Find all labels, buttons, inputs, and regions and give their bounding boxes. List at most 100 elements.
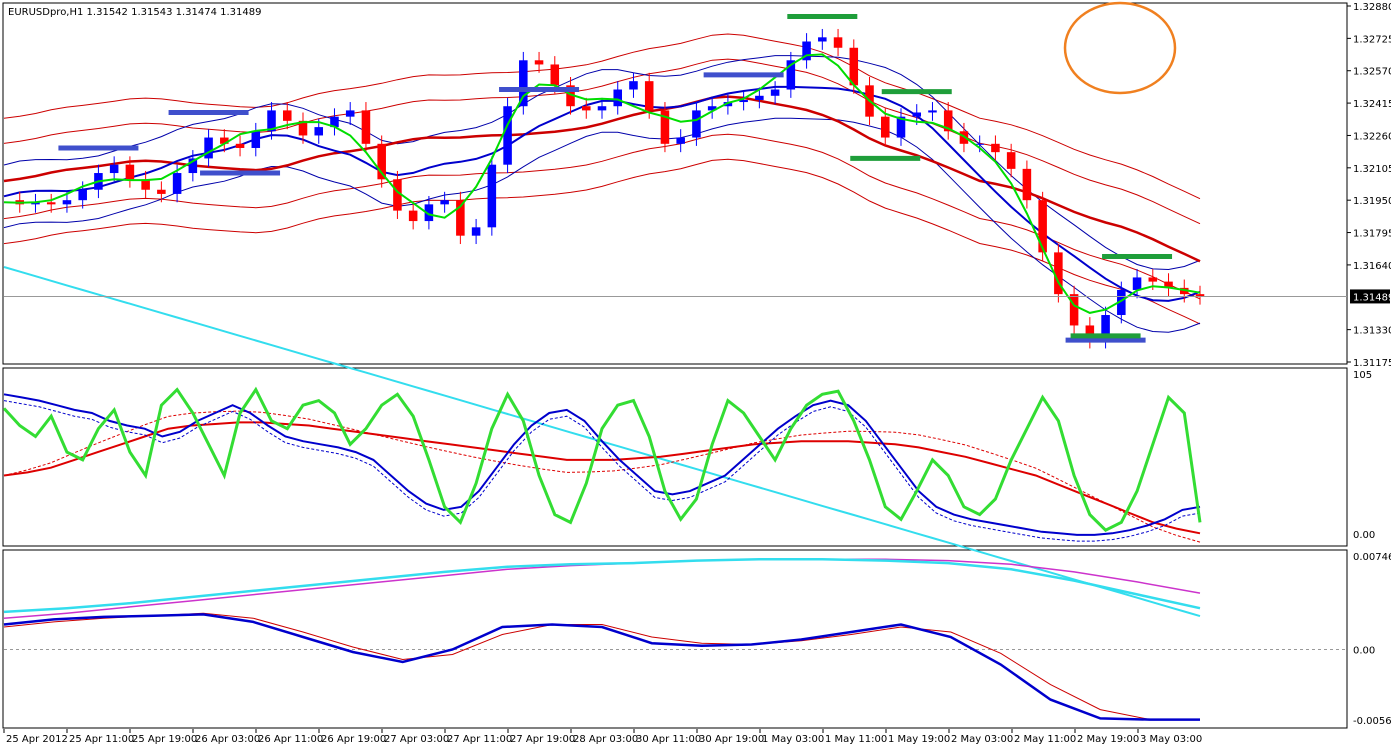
- candle-body: [1164, 281, 1173, 288]
- current-price-box: [1350, 289, 1390, 304]
- x-tick-label: 27 Apr 03:00: [384, 734, 449, 745]
- candle-body: [393, 179, 402, 211]
- current-price-label: 1.31489: [1353, 292, 1391, 303]
- candle-body: [786, 60, 796, 90]
- candle-body: [157, 189, 166, 194]
- candle-body: [62, 200, 72, 205]
- candle-body: [408, 210, 418, 222]
- envelope-line: [3, 58, 1201, 225]
- candle-body: [770, 89, 780, 96]
- highlight-circle: [1063, 1, 1177, 95]
- candle-body: [125, 164, 135, 180]
- x-tick-label: 25 Apr 19:00: [132, 734, 197, 745]
- candle-body: [739, 99, 748, 103]
- candle-body: [1179, 287, 1189, 295]
- candle-body: [46, 202, 56, 205]
- candle-body: [141, 179, 150, 190]
- candle-body: [282, 110, 292, 121]
- stoch-red-signal: [3, 410, 1201, 543]
- candle-body: [755, 95, 764, 100]
- candle-body: [534, 60, 544, 65]
- x-tick-label: 30 Apr 11:00: [636, 734, 701, 745]
- y-tick-label: 1.32725: [1353, 34, 1391, 45]
- candle-body: [78, 189, 87, 201]
- candle-body: [172, 173, 182, 194]
- candle-body: [1148, 277, 1158, 282]
- candle-body: [503, 106, 512, 165]
- candle-body: [912, 112, 922, 117]
- candle-body: [519, 60, 528, 107]
- candle-body: [581, 106, 591, 111]
- candle-body: [424, 204, 434, 222]
- x-tick-label: 2 May 19:00: [1077, 734, 1139, 745]
- candle-body: [220, 137, 229, 144]
- price-pane[interactable]: [2, 2, 1348, 365]
- band-line: [3, 55, 1201, 271]
- candle-body: [692, 110, 701, 138]
- x-tick-label: 26 Apr 11:00: [258, 734, 323, 745]
- candle-body: [676, 137, 685, 144]
- macd-cyan-line: [3, 558, 1201, 614]
- candle-body: [943, 110, 953, 132]
- x-tick-label: 1 May 19:00: [888, 734, 950, 745]
- x-tick-label: 2 May 11:00: [1014, 734, 1076, 745]
- band-line: [3, 117, 1201, 333]
- y-tick-label: 1.32880: [1353, 2, 1391, 13]
- envelope-line: [3, 133, 1201, 300]
- x-tick-label: 27 Apr 11:00: [447, 734, 512, 745]
- price-layer: [3, 1, 1347, 618]
- candle-body: [660, 110, 670, 144]
- axis-layer: 1.32880 1.32725 1.32570 1.32415 1.32260 1.321…: [3, 2, 1391, 745]
- y-tick-label: 1.31175: [1353, 358, 1391, 369]
- macd-layer: [3, 558, 1347, 721]
- candle-body: [1038, 200, 1047, 253]
- macd-tick-label: 0.007466: [1353, 552, 1391, 563]
- candle-body: [566, 85, 575, 107]
- candle-body: [597, 106, 607, 111]
- macd-tick-label: 0.00: [1353, 645, 1375, 656]
- candle-body: [440, 200, 449, 205]
- candle-body: [975, 143, 984, 145]
- x-tick-label: 28 Apr 03:00: [573, 734, 638, 745]
- candle-body: [1054, 252, 1063, 295]
- candle-body: [487, 164, 497, 228]
- envelope-line: [3, 158, 1201, 325]
- y-tick-label: 1.31795: [1353, 229, 1391, 240]
- candle-body: [1195, 294, 1205, 297]
- stoch-tick-label: 105: [1353, 370, 1372, 381]
- long-ma-line: [3, 95, 1201, 263]
- y-tick-label: 1.31330: [1353, 326, 1391, 337]
- candle-body: [991, 143, 1000, 153]
- x-tick-label: 2 May 03:00: [951, 734, 1013, 745]
- candle-body: [802, 41, 811, 61]
- x-tick-label: 26 Apr 03:00: [195, 734, 260, 745]
- y-tick-label: 1.31950: [1353, 196, 1391, 207]
- candle-body: [188, 158, 198, 174]
- candle-body: [707, 106, 717, 111]
- candle-body: [928, 110, 937, 113]
- candle-body: [833, 37, 843, 48]
- candle-body: [1069, 294, 1079, 326]
- macd-pane[interactable]: [2, 549, 1348, 729]
- candle-body: [1117, 289, 1126, 316]
- candle-body: [204, 137, 213, 159]
- y-tick-label: 1.31640: [1353, 261, 1391, 272]
- candle-body: [880, 116, 890, 138]
- candle-body: [1085, 325, 1095, 341]
- y-tick-label: 1.32570: [1353, 67, 1391, 78]
- x-tick-label: 1 May 11:00: [825, 734, 887, 745]
- candle-body: [31, 202, 40, 205]
- stoch-red-line: [3, 421, 1201, 535]
- macd-tick-label: -0.00563: [1353, 716, 1391, 727]
- stoch-blue-line: [3, 393, 1201, 536]
- fast-ma-line: [3, 53, 1201, 314]
- macd-blue-line: [3, 613, 1200, 721]
- y-tick-label: 1.32260: [1353, 131, 1391, 142]
- stoch-tick-label: 0.00: [1353, 530, 1375, 541]
- candle-body: [314, 127, 324, 136]
- candle-body: [471, 227, 481, 236]
- candle-body: [613, 89, 623, 107]
- candle-body: [818, 37, 827, 42]
- candle-body: [109, 164, 119, 174]
